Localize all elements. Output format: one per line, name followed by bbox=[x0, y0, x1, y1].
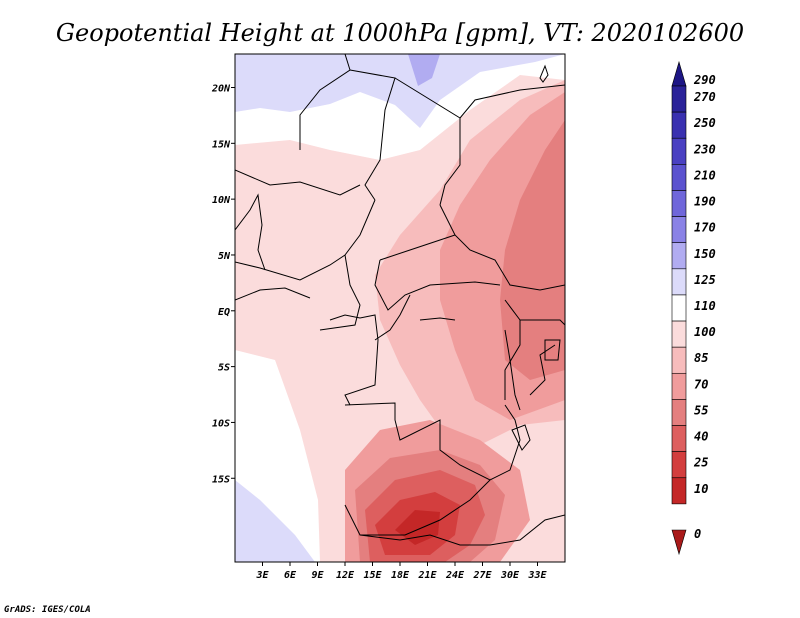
lon-tick-label: 27E bbox=[472, 570, 492, 581]
lat-tick-label: EQ bbox=[218, 307, 230, 318]
colorbar-swatch bbox=[671, 242, 687, 270]
colorbar-swatch bbox=[671, 399, 687, 426]
colorbar-label: 290 bbox=[693, 73, 716, 87]
colorbar-label: 55 bbox=[694, 403, 708, 417]
colorbar-swatch bbox=[671, 294, 687, 322]
lat-tick-label: 5N bbox=[218, 251, 231, 262]
map-title: Geopotential Height at 1000hPa [gpm], VT… bbox=[56, 19, 744, 47]
colorbar-swatch bbox=[671, 346, 687, 374]
lon-tick-label: 18E bbox=[391, 570, 410, 581]
colorbar-swatch bbox=[671, 477, 687, 505]
colorbar-swatch bbox=[671, 372, 687, 400]
colorbar-swatch bbox=[671, 111, 687, 139]
colorbar-label: 40 bbox=[694, 430, 708, 444]
colorbar-label: 10 bbox=[694, 482, 708, 496]
lat-tick-label: 20N bbox=[211, 83, 231, 94]
grads-credit: GrADS: IGES/COLA bbox=[4, 605, 91, 615]
colorbar-swatch bbox=[671, 85, 687, 113]
country-borders bbox=[235, 54, 565, 546]
colorbar-swatch bbox=[671, 268, 687, 296]
colorbar-label: 250 bbox=[693, 116, 716, 130]
colorbar-label: 170 bbox=[694, 221, 716, 235]
colorbar-swatch bbox=[671, 320, 687, 348]
lon-tick-label: 12E bbox=[336, 570, 355, 581]
colorbar-label: 230 bbox=[693, 142, 716, 156]
colorbar-label: 150 bbox=[694, 247, 716, 261]
colorbar-swatch bbox=[671, 425, 687, 452]
colorbar-swatch bbox=[671, 529, 687, 556]
lat-tick-label: 15S bbox=[212, 474, 230, 485]
colorbar-swatch bbox=[671, 216, 687, 244]
lon-tick-label: 15E bbox=[363, 570, 382, 581]
lat-tick-label: 5S bbox=[218, 363, 230, 374]
lon-tick-label: 33E bbox=[527, 570, 547, 581]
colorbar: 2902702502302101901701501251101008570554… bbox=[671, 60, 716, 556]
lat-tick-label: 10S bbox=[212, 418, 230, 429]
lon-tick-label: 21E bbox=[417, 570, 437, 581]
lon-tick-label: 30E bbox=[500, 570, 520, 581]
latitude-axis: 20N 15N 10N 5N EQ 5S 10S 15S bbox=[211, 83, 235, 485]
colorbar-label: 70 bbox=[694, 377, 708, 391]
colorbar-swatch bbox=[671, 137, 687, 165]
colorbar-label: 25 bbox=[693, 456, 708, 470]
colorbar-label: 125 bbox=[694, 273, 716, 287]
colorbar-label: 110 bbox=[694, 299, 716, 313]
lon-tick-label: 9E bbox=[311, 570, 324, 581]
geopotential-field bbox=[235, 54, 565, 562]
colorbar-swatch bbox=[671, 60, 687, 87]
colorbar-swatch bbox=[671, 190, 687, 217]
lon-tick-label: 24E bbox=[445, 570, 465, 581]
colorbar-label: 210 bbox=[693, 168, 716, 182]
lon-tick-label: 3E bbox=[255, 570, 269, 581]
colorbar-label: 270 bbox=[693, 90, 716, 104]
longitude-axis: 3E 6E 9E 12E 15E 18E 21E 24E 27E 30E 33E bbox=[255, 562, 548, 581]
colorbar-label: 85 bbox=[694, 351, 708, 365]
colorbar-label: 0 bbox=[694, 527, 701, 541]
colorbar-label: 100 bbox=[694, 325, 716, 339]
lat-tick-label: 10N bbox=[212, 195, 231, 206]
colorbar-swatch bbox=[671, 164, 687, 191]
lon-tick-label: 6E bbox=[284, 570, 297, 581]
lat-tick-label: 15N bbox=[212, 139, 231, 150]
colorbar-label: 190 bbox=[694, 195, 716, 209]
colorbar-swatch bbox=[671, 451, 687, 479]
